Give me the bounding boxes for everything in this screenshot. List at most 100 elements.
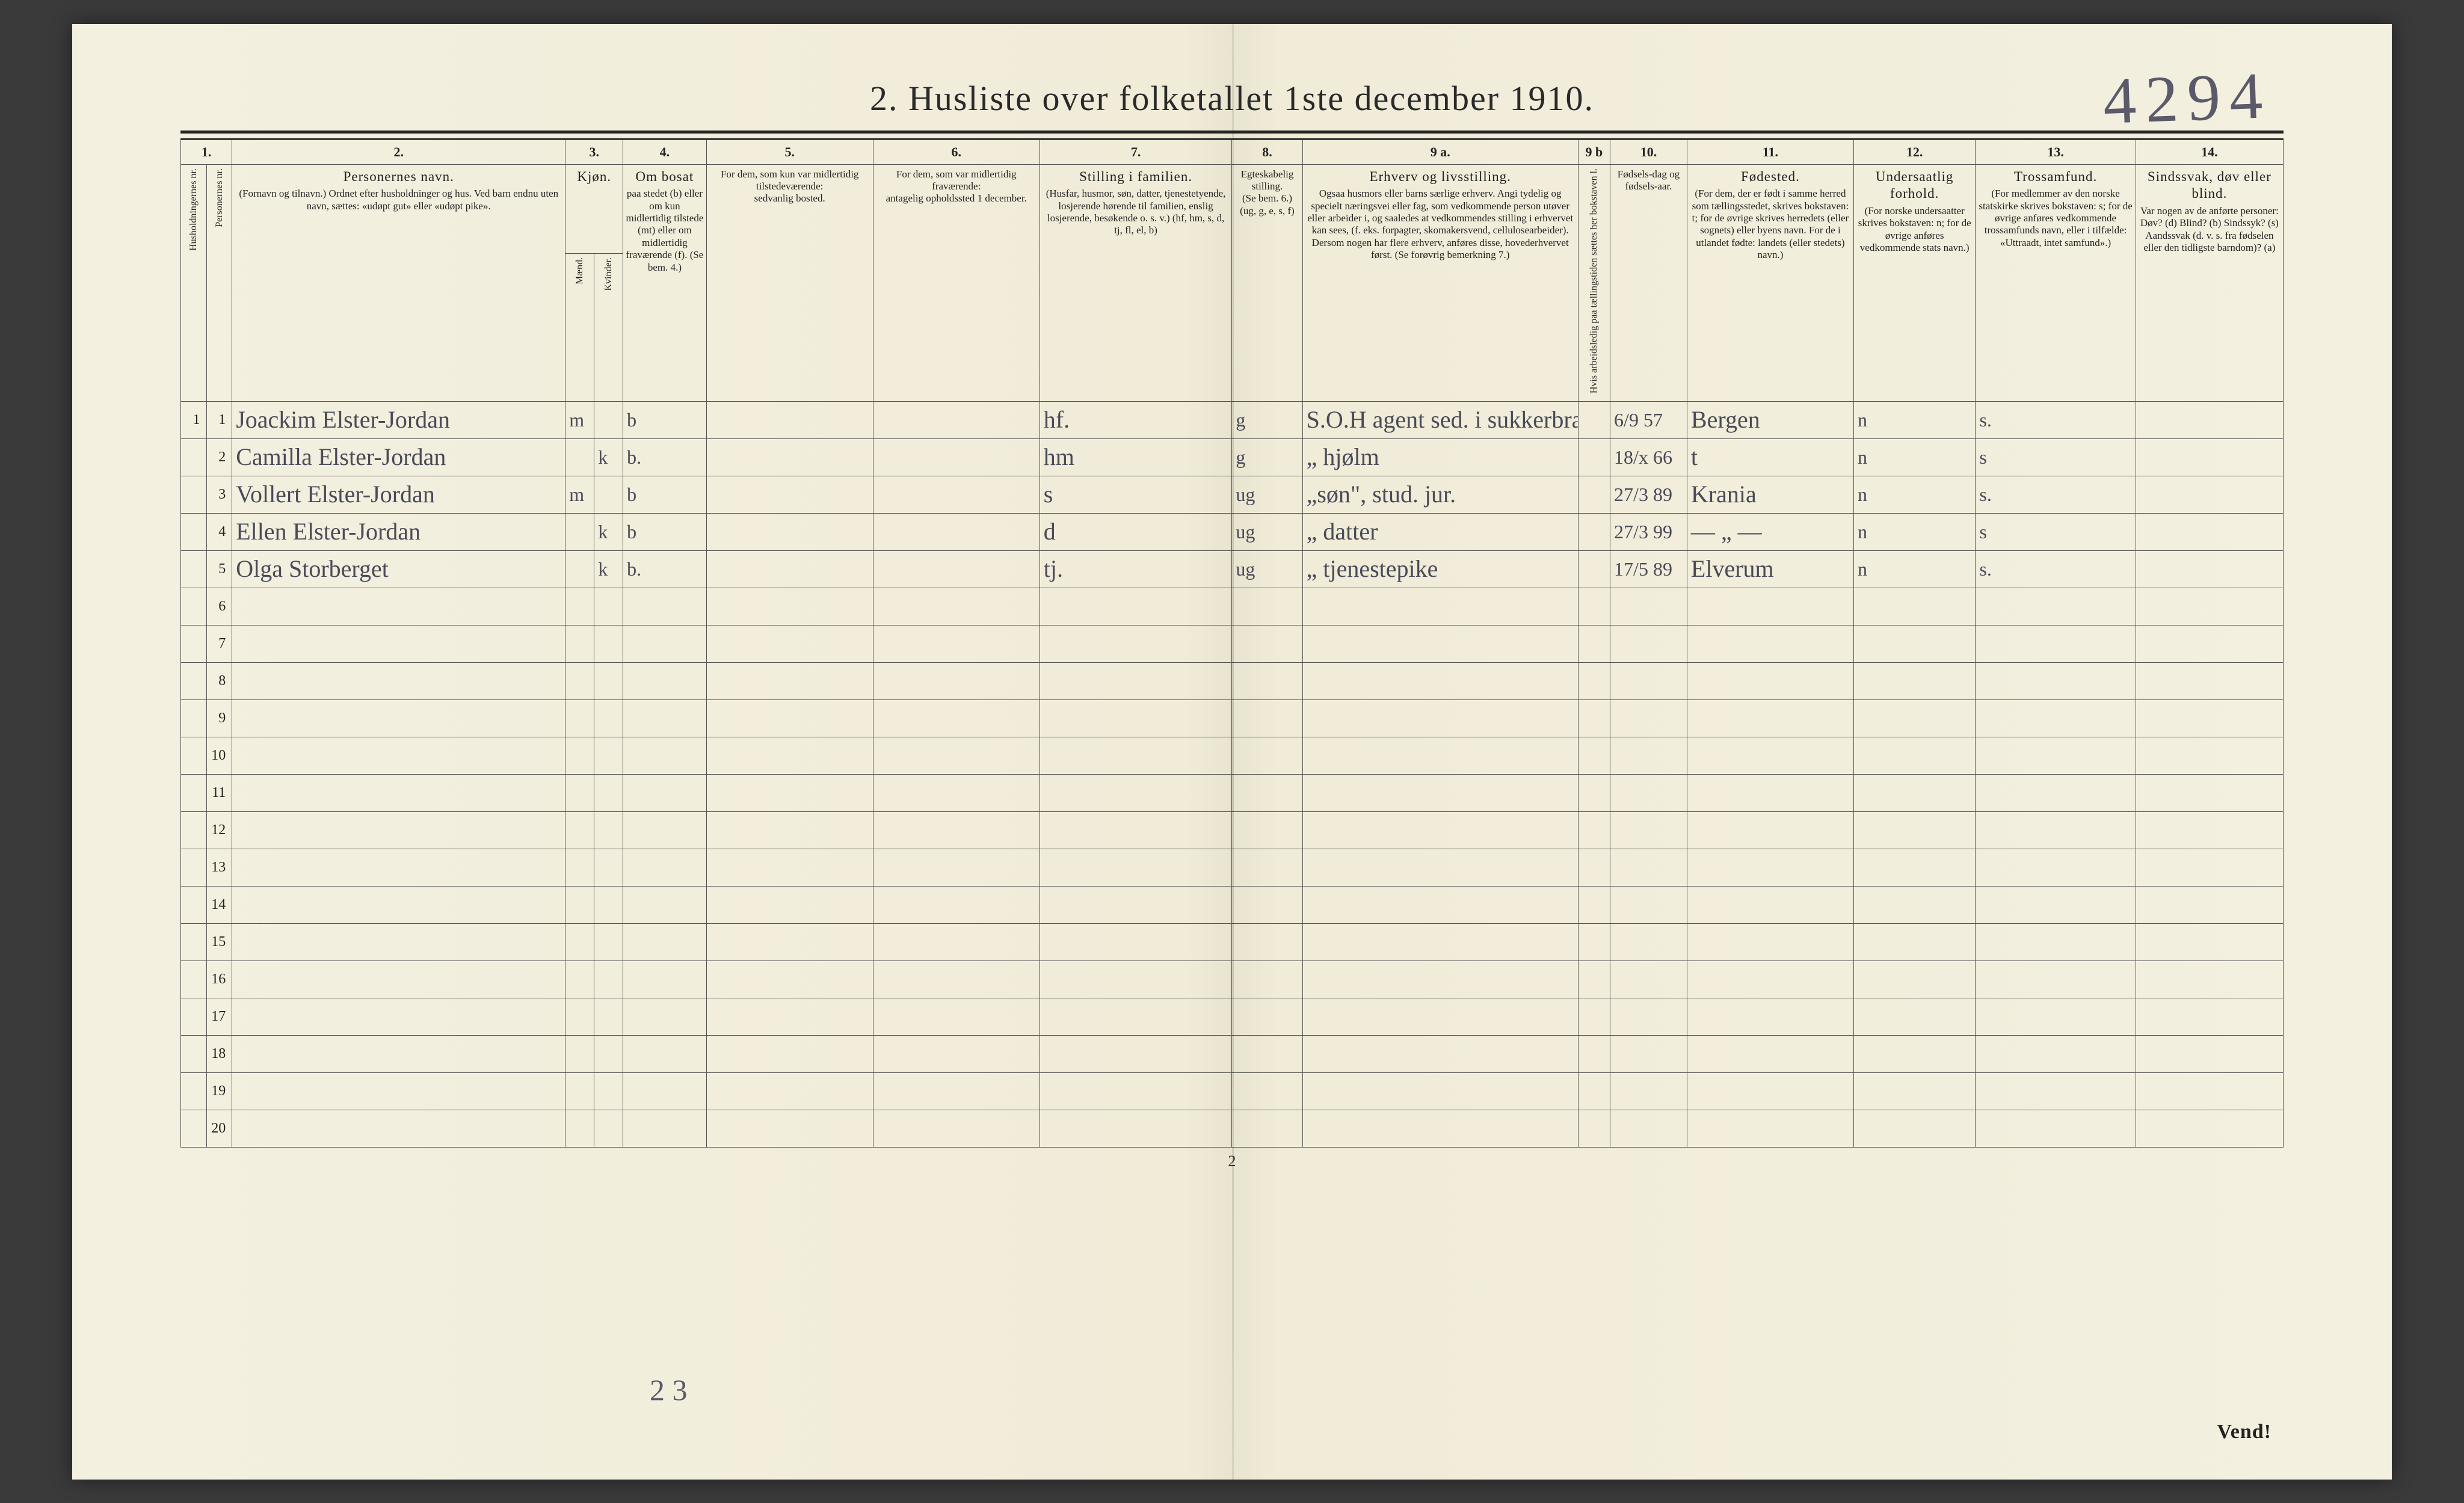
cell-empty: 10: [206, 737, 232, 774]
cell-empty: [1302, 774, 1578, 811]
cell-empty: [232, 662, 565, 699]
cell-empty: [1610, 662, 1687, 699]
cell-empty: [1040, 699, 1232, 737]
cell-empty: [1302, 662, 1578, 699]
cell-empty: [873, 699, 1040, 737]
cell-empty: [623, 998, 707, 1035]
cell-empty: 19: [206, 1072, 232, 1110]
cell-empty: [181, 811, 207, 849]
cell-empty: [1687, 1072, 1853, 1110]
cell-empty: [565, 923, 594, 961]
colnum-8: 8.: [1232, 140, 1302, 165]
cell-empty: [1610, 811, 1687, 849]
cell-empty: [1040, 774, 1232, 811]
colnum-5: 5.: [706, 140, 873, 165]
cell-empty: [1302, 849, 1578, 886]
cell-empty: [181, 1072, 207, 1110]
cell-fsted: Krania: [1687, 476, 1853, 513]
cell-empty: [1578, 886, 1610, 923]
cell-empty: [1302, 1035, 1578, 1072]
cell-empty: [623, 699, 707, 737]
cell-empty: [1853, 961, 1975, 998]
cell-empty: [1853, 699, 1975, 737]
cell-c5: [706, 550, 873, 588]
cell-tro: s.: [1976, 550, 2136, 588]
cell-empty: [2136, 1072, 2283, 1110]
cell-pn: 3: [206, 476, 232, 513]
cell-empty: [2136, 1110, 2283, 1147]
cell-empty: [1232, 961, 1302, 998]
cell-empty: [1232, 662, 1302, 699]
cell-pn: 2: [206, 438, 232, 476]
cell-empty: [232, 886, 565, 923]
cell-c5: [706, 476, 873, 513]
page-title: 2. Husliste over folketallet 1ste decemb…: [72, 78, 2392, 118]
cell-empty: [1040, 886, 1232, 923]
cell-empty: [1040, 961, 1232, 998]
cell-empty: [594, 998, 623, 1035]
cell-empty: [1040, 811, 1232, 849]
hdr-c10: Fødsels-dag og fødsels-aar.: [1610, 164, 1687, 401]
hdr-pnr: Personernes nr.: [206, 164, 232, 401]
cell-empty: [623, 625, 707, 662]
cell-erhverv: „ hjølm: [1302, 438, 1578, 476]
cell-empty: [594, 849, 623, 886]
cell-empty: [623, 923, 707, 961]
cell-empty: [565, 961, 594, 998]
cell-empty: [1578, 699, 1610, 737]
cell-empty: [1976, 737, 2136, 774]
cell-fod: 17/5 89: [1610, 550, 1687, 588]
cell-empty: [1976, 662, 2136, 699]
cell-empty: [1687, 1035, 1853, 1072]
cell-empty: [2136, 849, 2283, 886]
hdr-c7: Stilling i familien. (Husfar, husmor, sø…: [1040, 164, 1232, 401]
cell-empty: [565, 699, 594, 737]
cell-c6: [873, 476, 1040, 513]
hdr-c13: Trossamfund. (For medlemmer av den norsk…: [1976, 164, 2136, 401]
cell-empty: [1040, 662, 1232, 699]
cell-empty: [1578, 662, 1610, 699]
cell-empty: [1976, 886, 2136, 923]
page-fold: [1232, 24, 1234, 1480]
cell-empty: [623, 662, 707, 699]
cell-empty: [594, 811, 623, 849]
cell-empty: [1302, 588, 1578, 625]
cell-empty: [1687, 625, 1853, 662]
cell-l: [1578, 550, 1610, 588]
cell-empty: [1853, 774, 1975, 811]
cell-empty: [2136, 662, 2283, 699]
colnum-10: 10.: [1610, 140, 1687, 165]
cell-empty: [1687, 1110, 1853, 1147]
cell-empty: [873, 625, 1040, 662]
cell-empty: [1302, 886, 1578, 923]
cell-empty: [1578, 737, 1610, 774]
cell-empty: [1976, 625, 2136, 662]
cell-empty: [1040, 923, 1232, 961]
cell-k: k: [594, 438, 623, 476]
cell-empty: [1302, 737, 1578, 774]
cell-empty: [1040, 1035, 1232, 1072]
cell-sind: [2136, 401, 2283, 438]
cell-empty: [706, 923, 873, 961]
colnum-11: 11.: [1687, 140, 1853, 165]
colnum-9a: 9 a.: [1302, 140, 1578, 165]
cell-empty: [594, 1035, 623, 1072]
cell-empty: [623, 849, 707, 886]
cell-empty: [565, 849, 594, 886]
cell-c6: [873, 513, 1040, 550]
cell-l: [1578, 476, 1610, 513]
cell-empty: [2136, 774, 2283, 811]
cell-empty: [623, 961, 707, 998]
cell-empty: [1687, 737, 1853, 774]
colnum-12: 12.: [1853, 140, 1975, 165]
cell-und: n: [1853, 438, 1975, 476]
cell-empty: [232, 699, 565, 737]
cell-empty: [565, 737, 594, 774]
cell-empty: [181, 588, 207, 625]
cell-empty: [232, 1110, 565, 1147]
cell-empty: [1976, 1110, 2136, 1147]
cell-empty: [1232, 811, 1302, 849]
cell-empty: [706, 662, 873, 699]
cell-empty: [706, 625, 873, 662]
cell-fsted: Bergen: [1687, 401, 1853, 438]
